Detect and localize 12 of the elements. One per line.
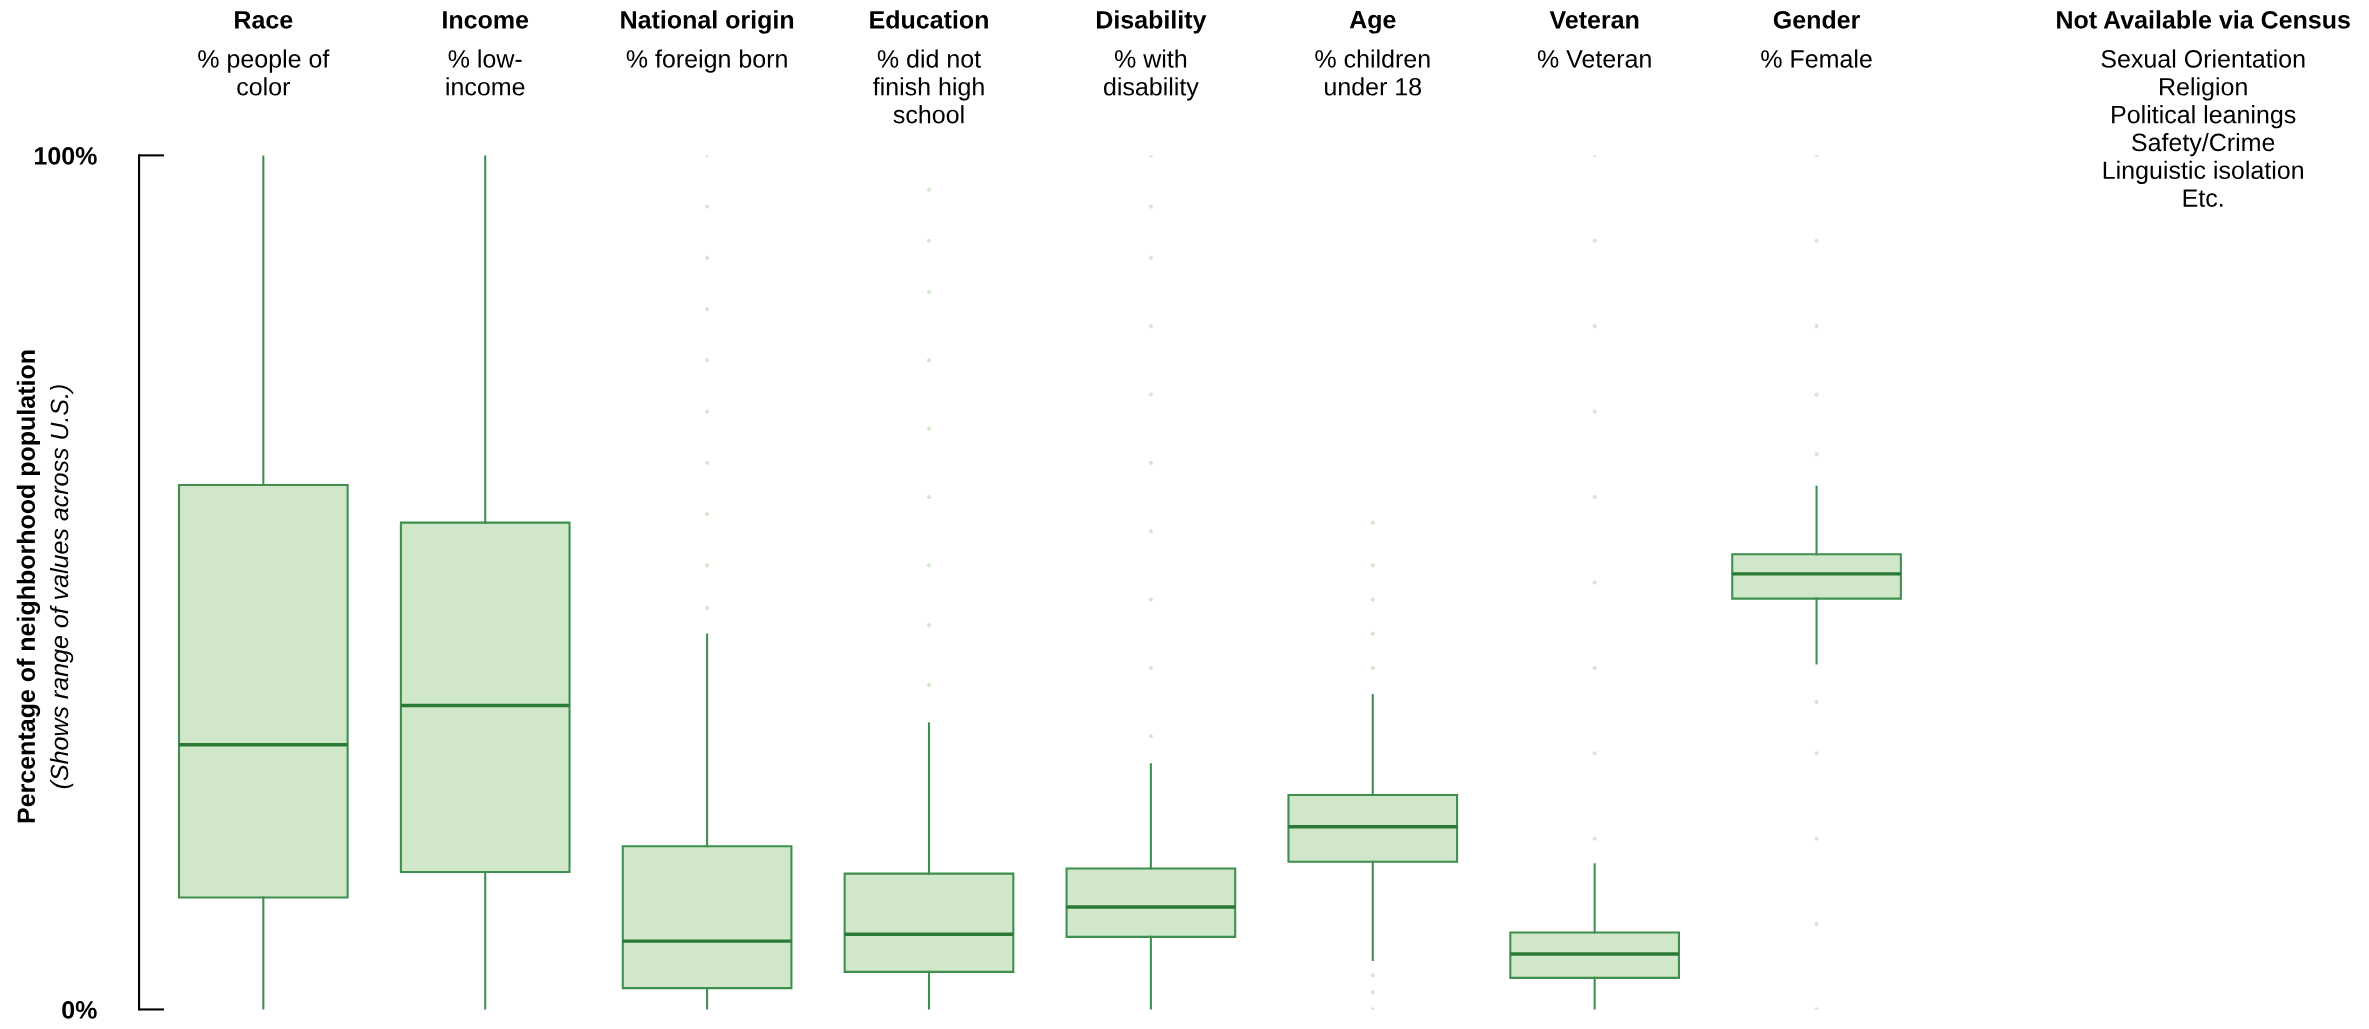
y-tick-label: 100% xyxy=(35,146,97,165)
x-tick-label: Gender % Female xyxy=(1761,10,1872,68)
x-tick-label: Race % people of color xyxy=(198,11,330,96)
text: Not Available via Census Sexual Orientation Religion Political leanings Safety/Crime Linguistic isolation Etc. xyxy=(2057,10,2350,207)
x-tick-label: Disability % with disability xyxy=(1096,10,1207,101)
x-tick-label: Income % low- income xyxy=(443,11,529,96)
x-tick-label: Age % children under 18 xyxy=(1315,11,1430,96)
y-axis-title: Percentage of neighborhood population (Shows range of values across U.S.) xyxy=(16,350,74,823)
y-tick-label: 0% xyxy=(62,1001,97,1019)
x-tick-label: National origin % foreign born xyxy=(621,10,794,73)
x-tick-label: Education % did not finish high school xyxy=(870,10,988,124)
x-tick-label: Veteran % Veteran xyxy=(1537,11,1651,68)
